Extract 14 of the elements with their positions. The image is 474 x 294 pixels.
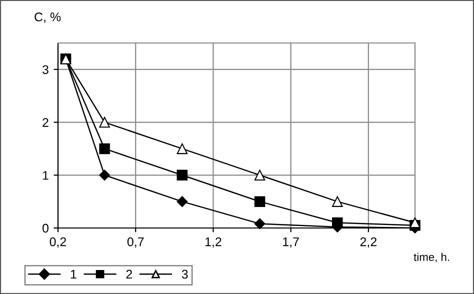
- legend-label: 3: [182, 270, 188, 279]
- x-tick-label: 0,2: [50, 237, 66, 248]
- y-tick-label: 1: [42, 171, 48, 180]
- y-tick-label: 3: [42, 65, 48, 74]
- x-tick-label: 1,2: [205, 237, 222, 248]
- x-axis-title: time, h.: [414, 252, 449, 262]
- x-tick-label: 2,2: [360, 237, 376, 248]
- x-tick-label: 1,7: [283, 237, 299, 248]
- x-tick-label: 0,7: [127, 237, 144, 248]
- legend-label: 2: [126, 270, 132, 279]
- y-tick-label: 2: [42, 118, 48, 127]
- legend-label: 1: [70, 270, 76, 279]
- y-tick-label: 0: [42, 224, 48, 233]
- y-axis-title: C, %: [34, 12, 61, 23]
